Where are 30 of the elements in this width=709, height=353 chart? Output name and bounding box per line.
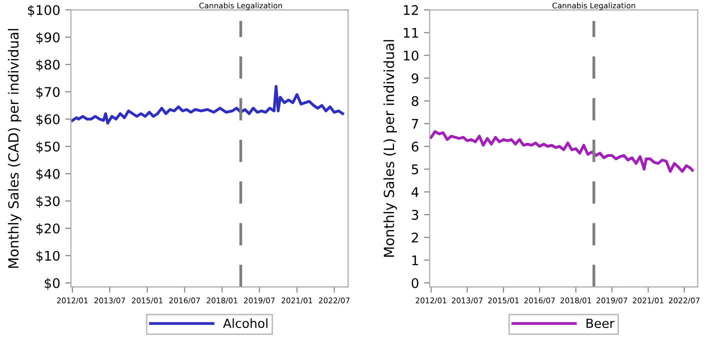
y-tick-label: 1	[412, 256, 418, 266]
y-tick-label: 4	[411, 187, 418, 197]
y-axis-title: Monthly Sales (L) per individual	[383, 40, 397, 257]
y-tick-label: $60	[36, 114, 60, 126]
y-tick-label: 12	[404, 5, 418, 15]
legend-label: Beer	[586, 318, 614, 328]
y-tick-label: 11	[404, 28, 418, 38]
y-tick-label: $70	[36, 86, 60, 99]
y-tick-label: $20	[36, 223, 60, 236]
y-tick-label: 7	[412, 119, 418, 129]
y-tick-label: $80	[36, 59, 60, 72]
y-tick-label: 6	[412, 142, 418, 152]
y-tick-label: 8	[412, 96, 418, 106]
y-tick-label: $100	[28, 4, 60, 17]
y-tick-label: $50	[36, 141, 60, 154]
y-tick-label: 2	[412, 232, 418, 242]
y-axis-title: Monthly Sales (CAD) per individual	[8, 29, 22, 268]
y-tick-label: $90	[36, 32, 60, 44]
line-series	[71, 84, 344, 125]
line-series	[430, 130, 694, 173]
y-tick-label: $0	[44, 278, 60, 290]
y-tick-label: 3	[412, 210, 418, 220]
y-tick-label: 5	[412, 164, 418, 174]
y-tick-label: 10	[404, 50, 418, 61]
y-tick-label: 0	[412, 278, 418, 288]
legend-label: Alcohol	[223, 318, 268, 328]
y-tick-label: $10	[36, 250, 60, 263]
y-tick-label: $30	[36, 196, 60, 208]
y-tick-label: $40	[36, 168, 60, 181]
y-tick-label: 9	[412, 73, 418, 84]
